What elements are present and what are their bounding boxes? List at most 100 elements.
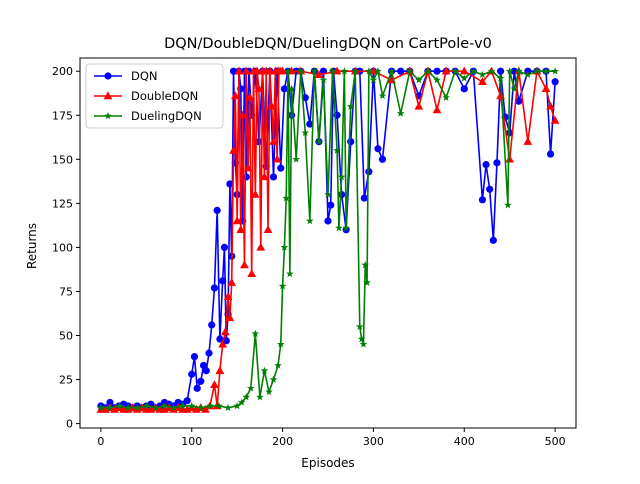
- data-point-duelingdqn: [160, 401, 169, 410]
- data-point-doubledqn: [220, 327, 230, 336]
- data-point-doubledqn: [269, 137, 278, 145]
- data-point-duelingdqn: [355, 322, 364, 330]
- data-point-doubledqn: [250, 189, 260, 198]
- data-point-duelingdqn: [124, 403, 132, 411]
- y-tick-label: 75: [59, 285, 73, 298]
- data-point-duelingdqn: [260, 366, 269, 374]
- y-tick-label: 175: [52, 109, 73, 122]
- data-point-duelingdqn: [280, 243, 289, 251]
- data-point-dqn: [347, 138, 355, 146]
- data-point-dqn: [213, 206, 221, 215]
- data-point-dqn: [327, 201, 335, 209]
- data-point-doubledqn: [215, 366, 225, 374]
- data-point-duelingdqn: [551, 67, 559, 75]
- data-point-doubledqn: [263, 225, 273, 234]
- data-point-dqn: [269, 173, 278, 181]
- x-tick-label: 300: [363, 435, 384, 448]
- data-point-dqn: [486, 185, 494, 193]
- data-point-dqn: [226, 180, 234, 188]
- data-point-duelingdqn: [274, 361, 282, 369]
- data-point-duelingdqn: [396, 109, 405, 117]
- data-point-duelingdqn: [115, 401, 123, 410]
- data-point-duelingdqn: [340, 67, 349, 75]
- data-point-duelingdqn: [187, 401, 196, 410]
- data-point-duelingdqn: [315, 137, 323, 145]
- data-point-doubledqn: [210, 380, 219, 389]
- data-point-doubledqn: [267, 101, 277, 110]
- data-point-duelingdqn: [278, 282, 287, 290]
- data-point-doubledqn: [541, 84, 551, 93]
- data-point-doubledqn: [232, 216, 242, 225]
- data-point-duelingdqn: [251, 329, 260, 337]
- x-axis-label: Episodes: [301, 456, 354, 470]
- data-point-duelingdqn: [346, 102, 355, 110]
- data-point-dqn: [188, 370, 196, 378]
- data-point-doubledqn: [200, 404, 210, 413]
- chart-title: DQN/DoubleDQN/DuelingDQN on CartPole-v0: [164, 36, 492, 52]
- data-point-duelingdqn: [197, 403, 205, 411]
- data-point-doubledqn: [223, 292, 233, 300]
- data-point-doubledqn: [240, 260, 249, 269]
- legend-marker-duelingdqn: [104, 112, 112, 120]
- data-point-duelingdqn: [237, 398, 246, 406]
- data-point-duelingdqn: [133, 403, 142, 411]
- axis-ticks: 0 100 200 300 400 500 0 25 50 75 100 125 150 175 200: [52, 65, 566, 448]
- data-point-duelingdqn: [533, 67, 541, 75]
- data-point-duelingdqn: [363, 278, 371, 286]
- data-point-dqn: [378, 155, 387, 163]
- x-tick-label: 500: [545, 435, 566, 448]
- data-point-duelingdqn: [510, 84, 519, 93]
- y-tick-label: 50: [59, 330, 73, 343]
- data-point-doubledqn: [505, 154, 515, 163]
- data-point-doubledqn: [278, 66, 287, 75]
- data-point-duelingdqn: [359, 340, 368, 348]
- data-point-duelingdqn: [357, 335, 366, 343]
- data-point-dqn: [190, 353, 199, 361]
- data-point-duelingdqn: [242, 393, 251, 401]
- data-point-dqn: [220, 243, 229, 252]
- data-point-duelingdqn: [405, 67, 414, 75]
- data-point-duelingdqn: [460, 74, 469, 82]
- data-point-duelingdqn: [369, 76, 378, 84]
- legend-marker-dqn: [104, 72, 112, 80]
- data-point-duelingdqn: [415, 76, 423, 84]
- data-point-doubledqn: [523, 137, 533, 145]
- data-point-dqn: [338, 190, 346, 199]
- data-point-duelingdqn: [365, 67, 373, 75]
- x-tick-label: 100: [181, 435, 202, 448]
- data-point-dqn: [183, 397, 191, 405]
- data-point-duelingdqn: [224, 403, 232, 411]
- data-point-duelingdqn: [496, 74, 505, 82]
- data-point-dqn: [546, 150, 555, 158]
- data-point-doubledqn: [546, 101, 555, 110]
- data-point-duelingdqn: [335, 224, 343, 232]
- data-point-doubledqn: [230, 91, 240, 100]
- data-point-duelingdqn: [387, 67, 396, 75]
- data-point-duelingdqn: [151, 403, 160, 411]
- data-point-duelingdqn: [319, 76, 328, 84]
- data-point-dqn: [433, 67, 441, 75]
- data-point-dqn: [202, 367, 210, 375]
- data-point-duelingdqn: [478, 70, 487, 78]
- data-point-doubledqn: [227, 278, 237, 286]
- data-point-doubledqn: [478, 77, 487, 86]
- data-point-doubledqn: [272, 154, 282, 163]
- data-point-dqn: [374, 145, 382, 153]
- data-point-duelingdqn: [306, 216, 314, 225]
- data-point-duelingdqn: [178, 401, 187, 410]
- data-point-doubledqn: [247, 269, 257, 278]
- data-point-dqn: [306, 120, 314, 128]
- data-point-dqn: [460, 85, 468, 93]
- y-tick-label: 125: [52, 197, 73, 210]
- data-point-duelingdqn: [142, 401, 151, 410]
- data-point-duelingdqn: [265, 387, 273, 396]
- data-point-duelingdqn: [233, 401, 241, 410]
- data-point-duelingdqn: [342, 224, 350, 232]
- data-point-duelingdqn: [324, 190, 332, 198]
- data-point-doubledqn: [234, 66, 244, 75]
- legend-label-duelingdqn: DuelingDQN: [131, 109, 202, 123]
- data-point-doubledqn: [260, 172, 269, 181]
- data-point-duelingdqn: [169, 403, 178, 411]
- data-point-doubledqn: [441, 66, 451, 75]
